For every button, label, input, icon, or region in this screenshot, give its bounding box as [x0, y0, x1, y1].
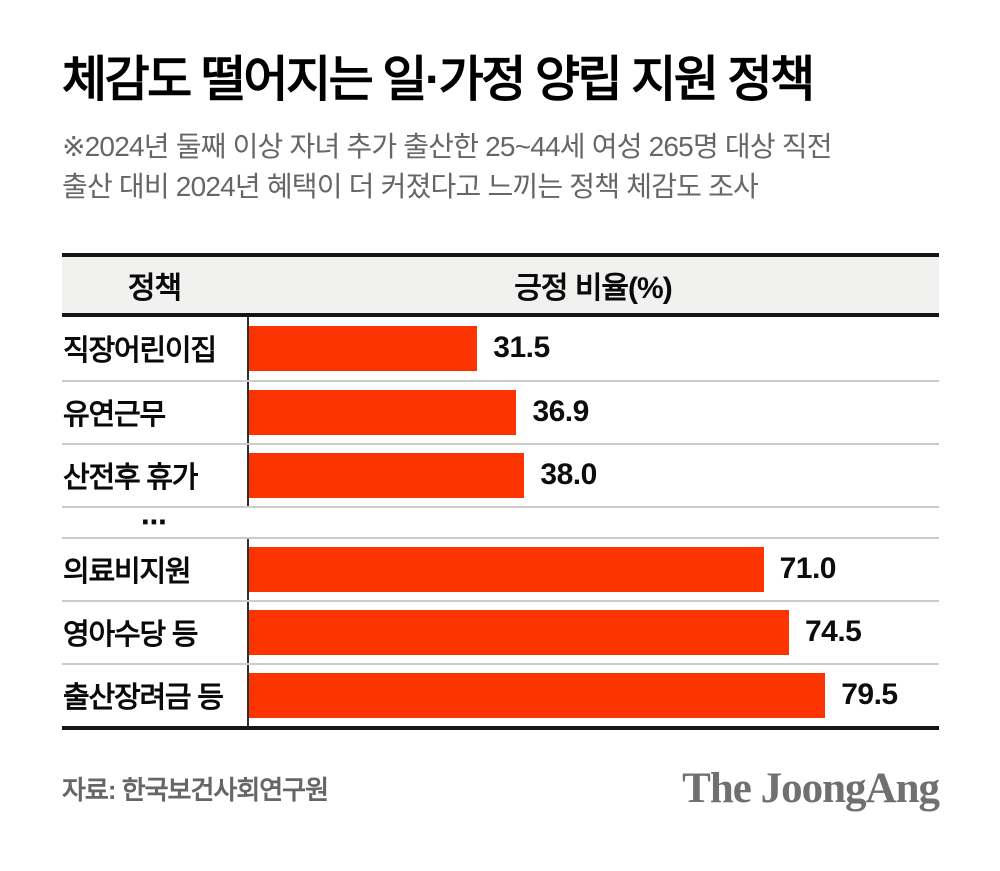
- table-row: 유연근무 36.9: [62, 379, 939, 443]
- policy-label: 의료비지원: [63, 556, 192, 589]
- chart-note-line-1: ※2024년 둘째 이상 자녀 추가 출산한 25~44세 여성 265명 대상…: [62, 130, 833, 162]
- table-row: 산전후 휴가 38.0: [62, 442, 939, 506]
- value-label: 79.5: [841, 678, 898, 712]
- table-row: 의료비지원 71.0: [62, 536, 939, 600]
- bar-cell: 79.5: [247, 664, 939, 726]
- chart-note: ※2024년 둘째 이상 자녀 추가 출산한 25~44세 여성 265명 대상…: [62, 127, 939, 207]
- value-bar: [249, 609, 789, 655]
- chart-note-line-2: 출산 대비 2024년 혜택이 더 커졌다고 느끼는 정책 체감도 조사: [62, 170, 759, 202]
- table-row: 직장어린이집 31.5: [62, 316, 939, 380]
- column-header-policy: 정책: [127, 271, 182, 305]
- policy-label: 직장어린이집: [63, 335, 217, 368]
- value-label: 74.5: [804, 615, 862, 649]
- value-label: 38.0: [540, 458, 597, 492]
- policy-table: 정책 긍정 비율(%) 직장어린이집 31.5 유연근무 36.9 산전후 휴가 38.0…: [62, 252, 939, 730]
- content-area: 체감도 떨어지는 일·가정 양립 지원 정책 ※2024년 둘째 이상 자녀 추…: [0, 52, 1000, 813]
- bar-cell: 74.5: [247, 601, 939, 663]
- policy-label: 산전후 휴가: [63, 462, 198, 495]
- joongang-logo: The JoongAng: [682, 764, 940, 812]
- footer: 자료: 한국보건사회연구원 The JoongAng: [62, 764, 940, 813]
- table-row: 출산장려금 등 79.5: [62, 662, 939, 726]
- bar-cell: 31.5: [247, 316, 939, 380]
- value-label: 31.5: [493, 331, 550, 365]
- table-row: 영아수당 등 74.5: [62, 599, 939, 663]
- value-label: 36.9: [532, 395, 589, 429]
- omitted-rows-ellipsis: ⋯: [62, 505, 939, 537]
- bar-cell: 36.9: [247, 381, 939, 443]
- source-credit: 자료: 한국보건사회연구원: [62, 774, 329, 805]
- value-bar: [249, 546, 764, 592]
- bar-cell: 71.0: [247, 538, 939, 600]
- policy-label: 영아수당 등: [63, 619, 198, 652]
- policy-label: 출산장려금 등: [63, 682, 224, 715]
- chart-title: 체감도 떨어지는 일·가정 양립 지원 정책: [62, 53, 815, 107]
- value-bar: [249, 325, 478, 371]
- value-bar: [249, 389, 517, 435]
- table-header-row: 정책 긍정 비율(%): [62, 256, 939, 317]
- value-bar: [249, 672, 826, 718]
- ellipsis-label: ⋯: [141, 506, 168, 537]
- bar-cell: 38.0: [247, 444, 939, 506]
- policy-label: 유연근무: [63, 399, 166, 432]
- column-header-positive-ratio: 긍정 비율(%): [514, 271, 672, 305]
- value-bar: [249, 452, 525, 498]
- value-label: 71.0: [779, 552, 837, 586]
- table-body: 직장어린이집 31.5 유연근무 36.9 산전후 휴가 38.0 ⋯ 의료비지원 71.0 영아…: [62, 316, 939, 726]
- ellipsis-bar-cell: [249, 508, 939, 537]
